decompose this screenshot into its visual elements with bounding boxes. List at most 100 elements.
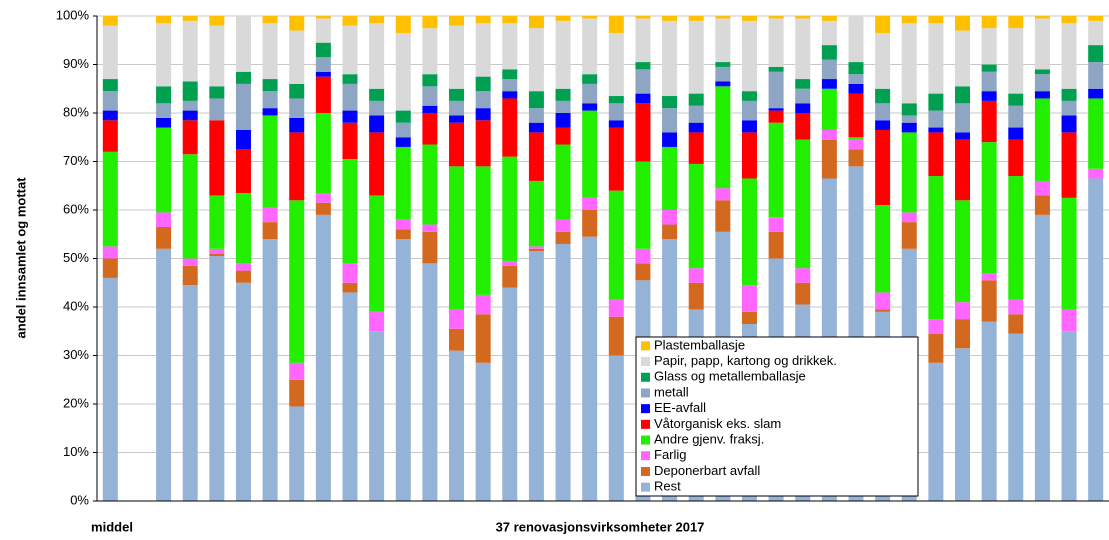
bar-segment xyxy=(235,270,251,283)
bar-segment xyxy=(528,132,544,181)
bar-segment xyxy=(821,16,837,21)
bar-segment xyxy=(848,83,864,94)
bar-segment xyxy=(528,108,544,123)
bar-segment xyxy=(209,253,225,257)
legend-label: Deponerbart avfall xyxy=(654,463,760,478)
bar-segment xyxy=(821,88,837,130)
bar-segment xyxy=(395,110,411,123)
bar-segment xyxy=(795,88,811,104)
bar-segment xyxy=(449,25,465,89)
bar-segment xyxy=(1034,69,1050,75)
bar-segment xyxy=(875,205,891,293)
y-tick-label: 20% xyxy=(63,395,89,410)
bar-segment xyxy=(901,103,917,116)
legend-swatch xyxy=(641,419,650,429)
bar-segment xyxy=(395,239,411,501)
bar-segment xyxy=(955,30,971,87)
bar-segment xyxy=(662,132,678,147)
bar-segment xyxy=(955,86,971,104)
bar-segment xyxy=(928,319,944,334)
bar-segment xyxy=(502,79,518,92)
y-tick-label: 100% xyxy=(56,7,90,22)
bar-segment xyxy=(475,294,491,315)
bar-segment xyxy=(1061,100,1077,116)
bar-segment xyxy=(156,103,172,118)
bar-segment xyxy=(768,217,784,232)
bar-segment xyxy=(369,88,385,101)
bar-segment xyxy=(156,226,172,249)
bar-segment xyxy=(582,74,598,84)
bar-segment xyxy=(422,16,438,29)
y-tick-label: 50% xyxy=(63,250,89,265)
bar-segment xyxy=(422,28,438,75)
y-tick-label: 60% xyxy=(63,201,89,216)
bar-segment xyxy=(369,100,385,116)
bar-segment xyxy=(156,127,172,213)
bar-segment xyxy=(795,268,811,283)
x-annotation: middel xyxy=(91,519,133,534)
bar-segment xyxy=(715,188,731,201)
bar-segment xyxy=(875,292,891,310)
bar-segment xyxy=(182,120,198,155)
bar-segment xyxy=(102,151,118,247)
bar-segment xyxy=(608,120,624,128)
bar-segment xyxy=(1008,105,1024,128)
bar-segment xyxy=(555,243,571,501)
bar-segment xyxy=(369,331,385,501)
bar-segment xyxy=(901,23,917,104)
bar-segment xyxy=(342,263,358,283)
bar-segment xyxy=(209,86,225,99)
bar-segment xyxy=(635,18,651,63)
legend-swatch xyxy=(641,404,650,414)
bar-segment xyxy=(395,146,411,220)
bar-segment xyxy=(395,219,411,230)
bar-segment xyxy=(715,86,731,189)
legend-label: Plastemballasje xyxy=(654,337,745,352)
bar-segment xyxy=(981,16,997,29)
bar-segment xyxy=(635,69,651,94)
bar-segment xyxy=(688,122,704,133)
bar-segment xyxy=(528,16,544,29)
bar-segment xyxy=(369,311,385,332)
bar-segment xyxy=(981,64,997,72)
bar-segment xyxy=(315,76,331,113)
bar-segment xyxy=(741,132,757,179)
bar-segment xyxy=(768,231,784,259)
bar-segment xyxy=(768,110,784,123)
bar-segment xyxy=(848,139,864,150)
bar-segment xyxy=(395,229,411,240)
bar-segment xyxy=(528,122,544,133)
bar-segment xyxy=(475,120,491,167)
bar-segment xyxy=(342,25,358,75)
bar-segment xyxy=(182,20,198,82)
bar-segment xyxy=(289,16,305,31)
bar-segment xyxy=(981,91,997,101)
bar-segment xyxy=(582,16,598,19)
bar-segment xyxy=(395,137,411,147)
bar-segment xyxy=(582,83,598,104)
bar-segment xyxy=(821,129,837,140)
bar-segment xyxy=(315,16,331,19)
bar-segment xyxy=(342,74,358,84)
bar-segment xyxy=(955,103,971,133)
bar-segment xyxy=(555,144,571,220)
bar-segment xyxy=(369,16,385,24)
bar-segment xyxy=(528,251,544,501)
bar-segment xyxy=(688,268,704,283)
bar-segment xyxy=(981,28,997,65)
bar-segment xyxy=(475,108,491,121)
bar-segment xyxy=(315,18,331,43)
bar-segment xyxy=(1008,93,1024,106)
bar-segment xyxy=(289,98,305,118)
bar-segment xyxy=(901,115,917,123)
bar-segment xyxy=(315,202,331,215)
bar-segment xyxy=(928,110,944,128)
bar-segment xyxy=(342,16,358,26)
bar-segment xyxy=(342,110,358,123)
bar-segment xyxy=(182,110,198,121)
bar-segment xyxy=(635,248,651,264)
bar-segment xyxy=(182,258,198,266)
bar-segment xyxy=(209,98,225,121)
legend-label: Andre gjenv. fraksj. xyxy=(654,431,764,446)
bar-segment xyxy=(342,292,358,501)
